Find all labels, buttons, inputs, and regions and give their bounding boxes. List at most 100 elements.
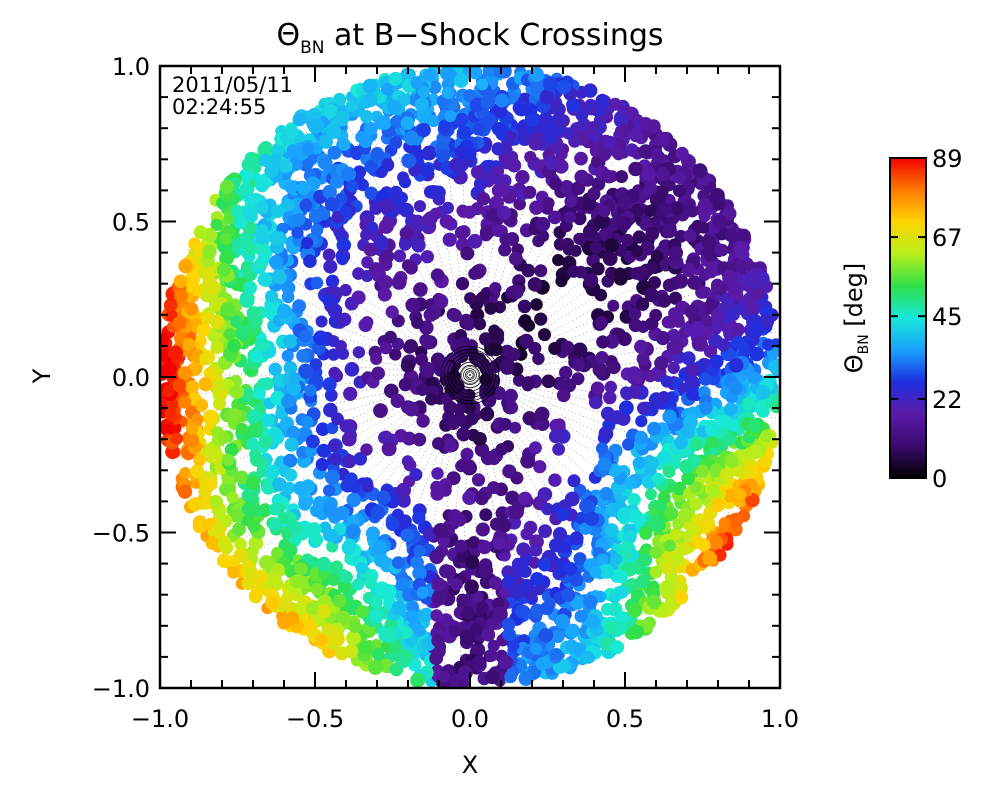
scatter-point (603, 135, 617, 149)
scatter-point (701, 516, 716, 531)
scatter-point (728, 281, 742, 295)
scatter-point (306, 434, 320, 449)
scatter-point (316, 422, 330, 437)
scatter-point (552, 443, 565, 456)
scatter-point (264, 595, 280, 610)
scatter-point (384, 626, 398, 640)
scatter-point (472, 432, 487, 446)
scatter-point (552, 254, 565, 267)
scatter-point (685, 375, 700, 390)
scatter-point (378, 219, 394, 234)
scatter-point (610, 640, 624, 655)
scatter-point (423, 307, 438, 322)
x-tick-label: 0.5 (606, 705, 644, 733)
scatter-point (495, 443, 509, 456)
scatter-point (370, 147, 385, 161)
scatter-point (491, 122, 506, 136)
scatter-point (459, 629, 475, 645)
scatter-point (551, 629, 565, 643)
scatter-point (439, 613, 453, 627)
scatter-point (381, 584, 397, 600)
scatter-point (446, 415, 461, 430)
scatter-point (371, 647, 385, 660)
scatter-point (204, 278, 218, 293)
scatter-point (162, 361, 177, 376)
scatter-point (534, 264, 548, 278)
scatter-point (509, 421, 522, 434)
scatter-point (461, 606, 475, 620)
scatter-point (483, 384, 496, 398)
scatter-point (439, 214, 454, 229)
scatter-point (242, 205, 256, 219)
scatter-point (166, 398, 179, 411)
scatter-point (489, 282, 502, 295)
scatter-point (648, 276, 662, 290)
scatter-point (556, 388, 571, 403)
scatter-point (343, 386, 358, 401)
scatter-point (750, 286, 765, 301)
scatter-point (163, 298, 177, 312)
scatter-point (498, 418, 512, 431)
scatter-point (402, 431, 417, 446)
scatter-point (728, 512, 744, 528)
scatter-point (433, 523, 448, 538)
scatter-point (322, 501, 338, 517)
scatter-point (706, 484, 721, 498)
scatter-point (316, 443, 331, 458)
scatter-point (277, 303, 292, 319)
scatter-point (464, 579, 479, 594)
scatter-point (360, 229, 373, 241)
scatter-point (310, 533, 324, 546)
scatter-point (684, 305, 699, 320)
colorbar-tick-label: 45 (932, 303, 963, 331)
colorbar-tick-label: 89 (932, 145, 963, 173)
scatter-point (379, 430, 393, 444)
scatter-point (635, 415, 648, 428)
scatter-point (358, 640, 373, 655)
scatter-point (559, 365, 573, 380)
scatter-point (670, 552, 685, 567)
scatter-point (174, 288, 189, 303)
scatter-point (289, 574, 304, 589)
scatter-point (376, 490, 391, 505)
scatter-point (341, 166, 357, 182)
scatter-point (508, 251, 523, 266)
scatter-point (430, 609, 443, 622)
scatter-point (331, 412, 344, 426)
scatter-point (683, 229, 697, 243)
scatter-point (664, 506, 679, 521)
scatter-point (381, 441, 397, 457)
scatter-point (416, 383, 429, 396)
scatter-point (639, 526, 653, 540)
scatter-point (685, 362, 699, 377)
scatter-point (646, 261, 658, 274)
scatter-point (574, 609, 588, 623)
scatter-point (691, 336, 707, 351)
scatter-point (261, 480, 276, 495)
scatter-point (399, 226, 413, 240)
scatter-point (710, 278, 724, 292)
scatter-point (318, 134, 333, 149)
scatter-point (267, 517, 282, 531)
scatter-point (470, 642, 486, 657)
scatter-point (608, 97, 622, 111)
scatter-point (283, 543, 298, 558)
scatter-point (716, 338, 731, 352)
scatter-point (748, 324, 763, 338)
scatter-point (229, 408, 242, 421)
scatter-point (441, 201, 454, 214)
scatter-point (528, 341, 542, 355)
scatter-point (301, 142, 315, 156)
scatter-point (293, 481, 308, 496)
scatter-point (573, 552, 587, 566)
scatter-point (364, 186, 378, 200)
scatter-point (620, 540, 633, 554)
scatter-point (355, 561, 368, 575)
scatter-point (447, 675, 460, 688)
scatter-point (465, 555, 480, 570)
x-tick-label: −1.0 (131, 705, 189, 733)
scatter-point (346, 492, 361, 508)
scatter-point (298, 497, 312, 511)
scatter-point (243, 280, 257, 295)
scatter-point (540, 601, 554, 616)
